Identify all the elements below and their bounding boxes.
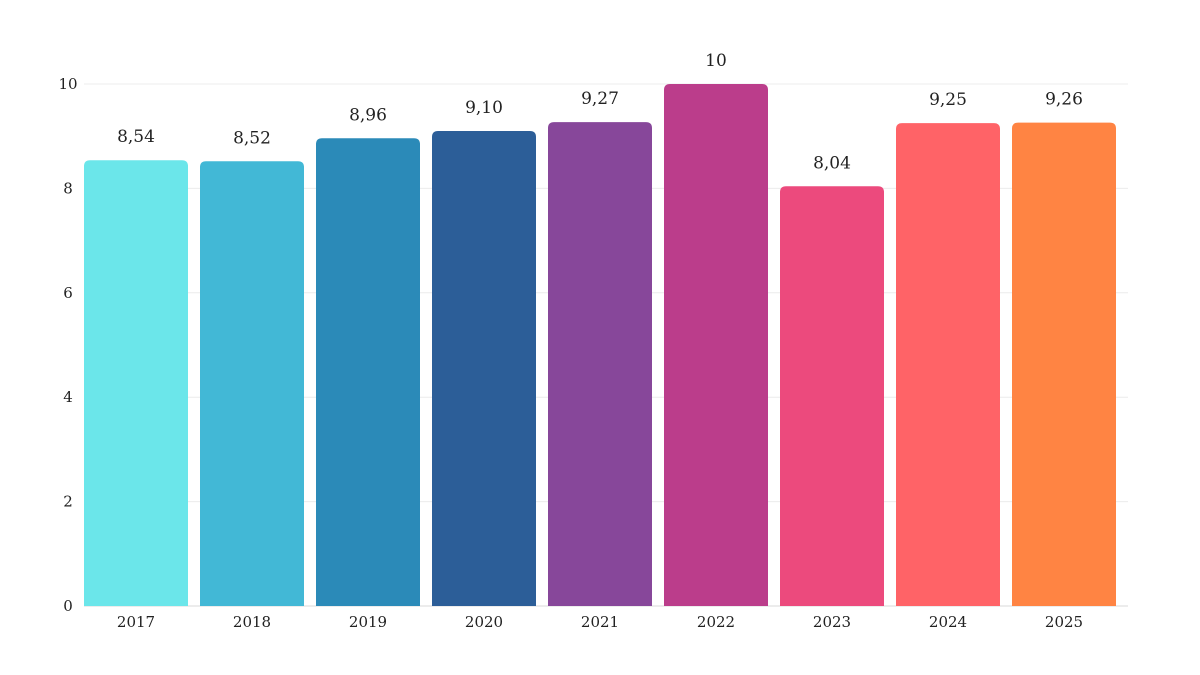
x-tick-label-2018: 2018 [233,613,271,631]
bar-2025 [1012,122,1116,607]
x-tick-label-2019: 2019 [349,613,387,631]
data-label-2017: 8,54 [117,127,155,147]
y-tick-label: 10 [58,75,77,93]
bar-2018 [200,161,304,607]
data-label-2019: 8,96 [349,105,387,125]
x-tick-label-2024: 2024 [929,613,967,631]
value-labels: 8,54 8,52 8,96 9,10 9,27 10 8,04 9,25 9,26 [117,51,1083,173]
x-tick-label-2020: 2020 [465,613,503,631]
y-tick-label: 4 [63,388,73,406]
x-tick-label-2023: 2023 [813,613,851,631]
bar-2021 [548,122,652,606]
y-tick-label: 2 [63,493,73,511]
x-tick-label-2017: 2017 [117,613,155,631]
bars [84,84,1116,607]
bar-2022 [664,84,768,606]
y-tick-label: 6 [63,284,73,302]
x-axis: 2017 2018 2019 2020 2021 2022 2023 2024 2025 [117,613,1083,631]
data-label-2025: 9,26 [1045,90,1083,110]
bar-2019 [316,138,420,606]
y-axis: 0 2 4 6 8 10 [58,75,77,615]
data-label-2024: 9,25 [929,90,967,110]
y-tick-label: 0 [63,597,73,615]
data-label-2023: 8,04 [813,153,851,173]
bar-2017 [84,160,188,606]
bar-2023 [780,186,884,606]
data-label-2022: 10 [705,51,727,71]
bar-2020 [432,130,536,607]
data-label-2018: 8,52 [233,128,271,148]
x-tick-label-2022: 2022 [697,613,735,631]
bar-2024 [896,123,1000,607]
data-label-2021: 9,27 [581,89,619,109]
x-tick-label-2025: 2025 [1045,613,1083,631]
data-label-2020: 9,10 [465,98,503,118]
x-tick-label-2021: 2021 [581,613,619,631]
y-tick-label: 8 [63,179,73,197]
